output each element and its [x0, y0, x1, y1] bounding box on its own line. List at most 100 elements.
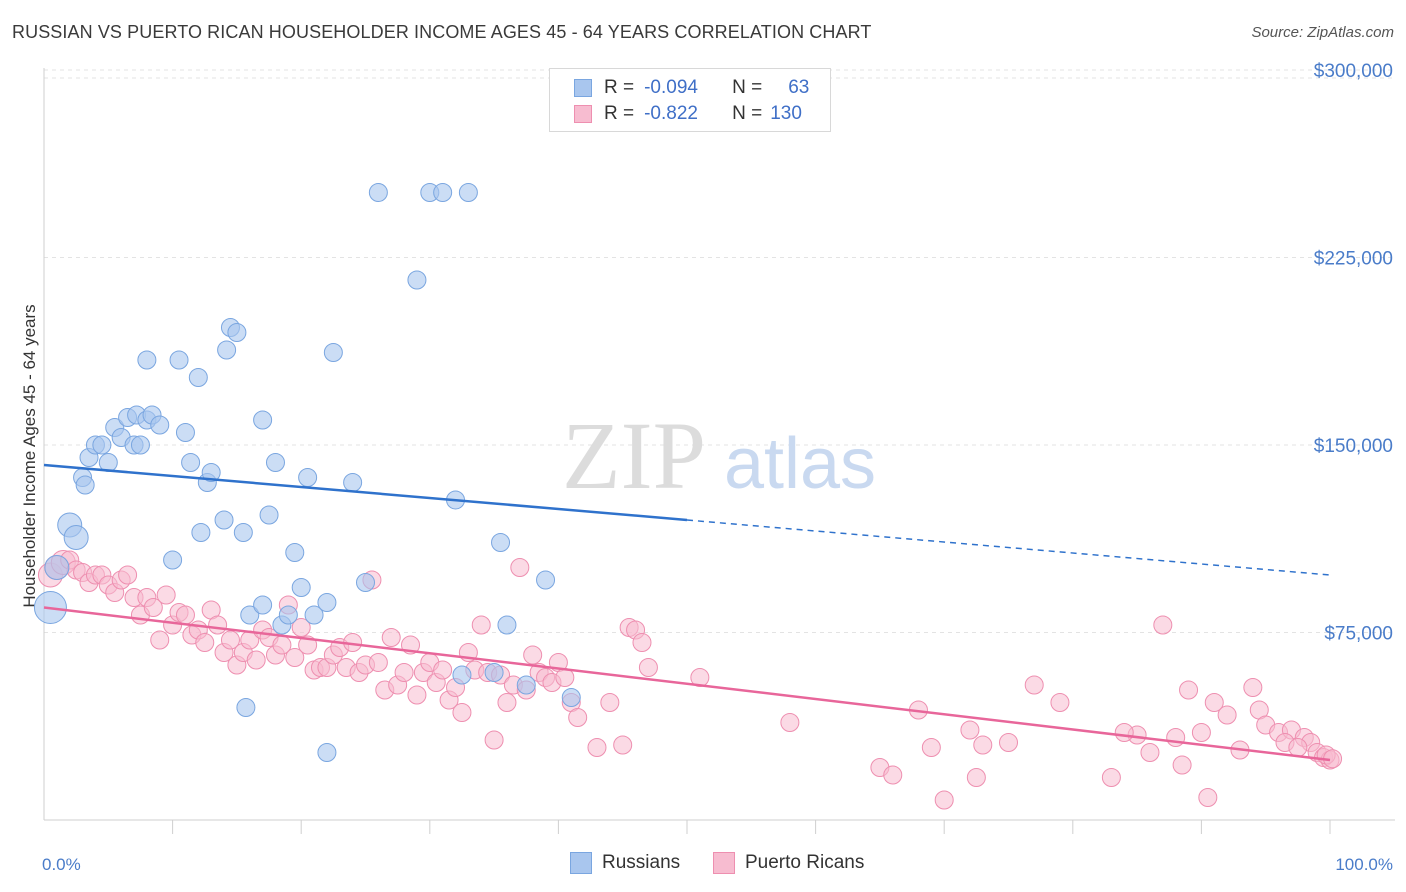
- legend-n-value-russians: 63: [788, 77, 810, 98]
- legend-swatch-russians: [574, 79, 592, 97]
- y-tick-label: $150,000: [1314, 436, 1393, 457]
- data-point-puerto-ricans: [966, 768, 986, 787]
- data-point-russians: [191, 523, 211, 542]
- data-point-puerto-ricans: [246, 650, 266, 670]
- data-point-russians: [407, 270, 427, 290]
- grid-lines: [44, 69, 1395, 633]
- data-point-puerto-ricans: [587, 738, 607, 757]
- data-point-puerto-ricans: [150, 630, 170, 650]
- trend-lines: [43, 463, 1331, 762]
- data-point-puerto-ricans: [394, 663, 414, 682]
- data-point-russians: [458, 183, 478, 202]
- chart-title: RUSSIAN VS PUERTO RICAN HOUSEHOLDER INCO…: [12, 22, 872, 42]
- data-point-russians: [201, 463, 221, 482]
- data-point-puerto-ricans: [368, 653, 388, 672]
- data-point-russians: [516, 675, 536, 695]
- watermark-atlas: atlas: [724, 424, 876, 504]
- data-point-russians: [278, 605, 298, 625]
- data-point-russians: [188, 368, 208, 387]
- data-point-russians: [317, 593, 337, 612]
- data-point-russians: [356, 573, 375, 592]
- data-point-puerto-ricans: [632, 633, 652, 652]
- data-point-puerto-ricans: [195, 633, 215, 652]
- data-point-puerto-ricans: [523, 645, 543, 665]
- data-point-russians: [214, 510, 234, 530]
- legend-item-puerto-ricans[interactable]: Puerto Ricans: [713, 852, 864, 874]
- data-point-puerto-ricans: [220, 630, 240, 650]
- data-point-puerto-ricans: [1140, 743, 1160, 762]
- data-point-russians: [63, 525, 89, 550]
- data-point-puerto-ricans: [1114, 723, 1134, 742]
- data-point-russians: [259, 505, 279, 525]
- data-point-russians: [169, 350, 189, 370]
- data-point-russians: [253, 410, 273, 430]
- watermark-zip: ZIP: [562, 402, 706, 509]
- axes: [43, 68, 1395, 834]
- legend-swatch-russians: [570, 852, 592, 874]
- data-point-puerto-ricans: [780, 713, 800, 732]
- data-point-russians: [233, 523, 253, 542]
- data-point-puerto-ricans: [960, 720, 980, 740]
- data-point-russians: [536, 570, 556, 590]
- data-point-russians: [323, 343, 343, 362]
- data-point-russians: [253, 595, 273, 615]
- data-point-russians: [137, 350, 157, 370]
- data-point-russians: [285, 543, 305, 562]
- data-point-puerto-ricans: [381, 628, 401, 647]
- legend-n-label: N =: [732, 77, 763, 98]
- data-point-russians: [175, 423, 195, 442]
- data-point-puerto-ricans: [143, 598, 163, 617]
- data-point-russians: [317, 743, 337, 762]
- data-point-russians: [343, 473, 363, 492]
- data-point-puerto-ricans: [471, 615, 491, 635]
- data-point-russians: [433, 183, 453, 202]
- data-point-russians: [217, 340, 237, 360]
- data-point-russians: [240, 605, 260, 625]
- data-point-puerto-ricans: [452, 703, 472, 722]
- data-point-puerto-ricans: [433, 660, 453, 680]
- y-tick-label: $225,000: [1314, 249, 1393, 270]
- data-point-puerto-ricans: [568, 708, 588, 727]
- data-point-puerto-ricans: [1101, 768, 1121, 787]
- legend-label-russians: Russians: [602, 852, 681, 873]
- data-point-puerto-ricans: [1243, 678, 1263, 697]
- x-tick-label: 0.0%: [42, 855, 81, 874]
- trend-line-russians-extension: [686, 519, 1331, 576]
- data-point-puerto-ricans: [407, 685, 427, 705]
- data-point-russians: [491, 533, 511, 552]
- data-point-puerto-ricans: [285, 648, 305, 667]
- data-point-puerto-ricans: [1050, 693, 1070, 712]
- legend-item-russians[interactable]: Russians: [570, 852, 680, 874]
- data-point-puerto-ricans: [1179, 680, 1199, 700]
- correlation-legend: R = -0.094 N = 63 R = -0.822 N = 130: [549, 68, 831, 132]
- y-tick-label: $300,000: [1314, 61, 1393, 82]
- legend-row-russians: R = -0.094 N = 63: [550, 75, 809, 101]
- data-point-puerto-ricans: [1153, 615, 1173, 635]
- data-point-puerto-ricans: [291, 618, 311, 637]
- data-point-puerto-ricans: [1024, 675, 1044, 695]
- y-tick-labels: $75,000 $150,000 $225,000 $300,000: [1314, 61, 1393, 645]
- data-point-puerto-ricans: [156, 585, 176, 605]
- legend-r-label: R =: [604, 103, 635, 124]
- data-point-puerto-ricans: [1204, 693, 1224, 712]
- data-point-puerto-ricans: [638, 658, 658, 677]
- data-point-puerto-ricans: [883, 765, 903, 785]
- legend-row-puerto-ricans: R = -0.822 N = 130: [550, 101, 802, 127]
- data-point-russians: [561, 688, 581, 707]
- series-legend: Russians Puerto Ricans: [0, 852, 1406, 878]
- legend-n-label: N =: [732, 103, 763, 124]
- legend-r-label: R =: [604, 77, 635, 98]
- data-point-russians: [44, 555, 70, 580]
- data-point-puerto-ricans: [1166, 728, 1186, 747]
- data-point-puerto-ricans: [1217, 705, 1237, 725]
- data-point-puerto-ricans: [118, 565, 138, 585]
- data-point-russians: [265, 453, 285, 472]
- trend-line-russians: [43, 463, 688, 522]
- data-point-russians: [181, 453, 201, 472]
- x-tick-label: 100.0%: [1335, 855, 1393, 874]
- data-point-puerto-ricans: [613, 735, 633, 755]
- data-point-puerto-ricans: [208, 615, 228, 635]
- data-point-puerto-ricans: [484, 730, 504, 750]
- data-point-russians: [163, 550, 183, 570]
- source-label: Source: ZipAtlas.com: [1251, 24, 1394, 41]
